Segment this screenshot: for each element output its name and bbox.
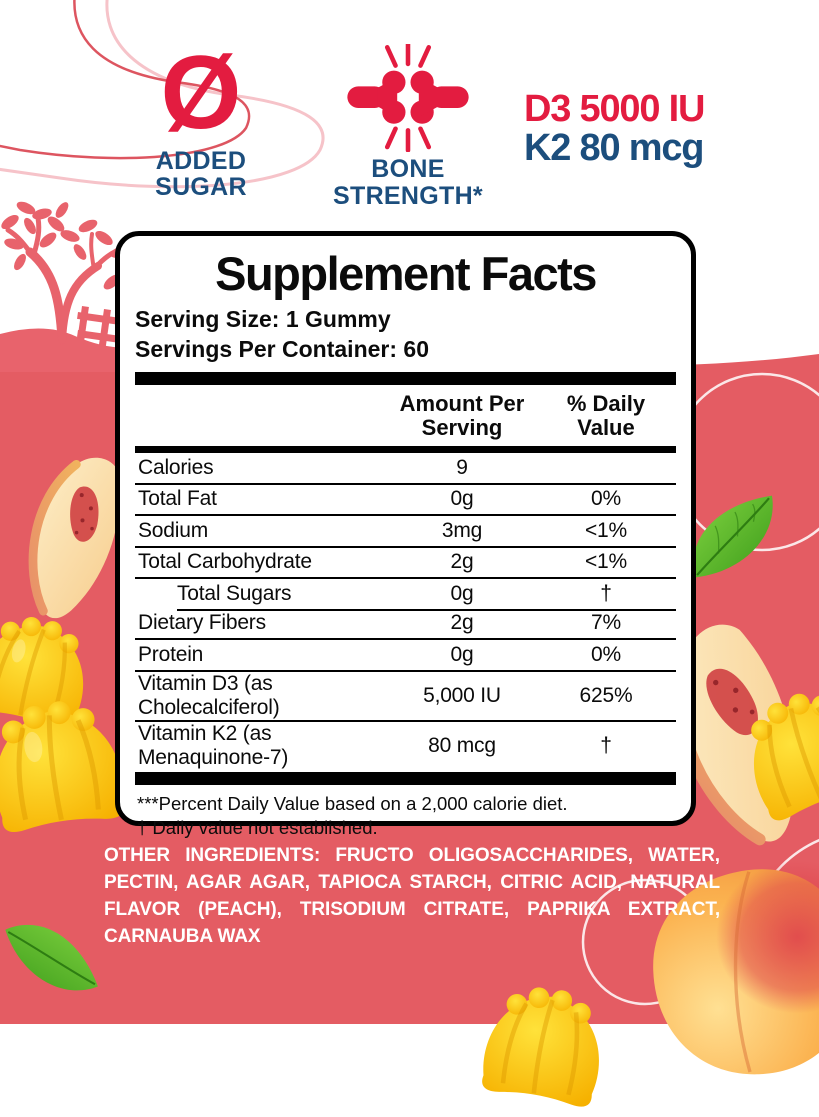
divider-thick (135, 371, 676, 385)
column-header-daily-value: % Daily Value (566, 390, 646, 441)
servings-per-container: Servings Per Container: 60 (135, 335, 429, 362)
panel-title: Supplement Facts (215, 247, 597, 300)
fact-row-total-carbohydrate: Total Carbohydrate 2g <1% (135, 545, 676, 578)
zero-added-sugar-badge: Ø ADDED SUGAR (140, 35, 262, 202)
other-ingredients-text: FRUCTO OLIGOSACCHARIDES, WATER, PECTIN, … (104, 845, 720, 947)
k2-dosage-text: K2 80 mcg (524, 126, 704, 169)
fact-row-dietary-fibers: Dietary Fibers 2g 7% (135, 608, 676, 639)
fact-row-protein: Protein 0g 0% (135, 638, 676, 670)
fact-row-total-sugars: Total Sugars 0g † (135, 577, 676, 609)
gummy-image (0, 701, 124, 832)
bone-strength-badge: BONE STRENGTH* (322, 44, 494, 209)
serving-size: Serving Size: 1 Gummy (135, 306, 391, 332)
bone-strength-icon (347, 44, 469, 152)
fact-row-calories: Calories 9 (138, 455, 468, 479)
facts-header-row: Amount Per Serving % Daily Value (135, 385, 676, 446)
gummy-image (751, 693, 819, 821)
gummy-image (482, 987, 599, 1107)
divider-medium (135, 446, 676, 454)
other-ingredients-label: OTHER INGREDIENTS: (104, 845, 321, 866)
decorative-curves (0, 0, 325, 189)
added-sugar-label: ADDED SUGAR (155, 146, 247, 202)
supplement-facts-panel: Supplement Facts Serving Size: 1 Gummy S… (115, 231, 696, 838)
fact-row-total-fat: Total Fat 0g 0% (135, 482, 676, 515)
column-header-amount: Amount Per Serving (399, 390, 525, 441)
fact-row-vitamin-d3: Vitamin D3 (as Cholecalciferol) 5,000 IU… (135, 669, 676, 720)
leaf-image (692, 495, 773, 578)
d3-dosage-text: D3 5000 IU (524, 88, 705, 130)
footnotes: ***Percent Daily Value based on a 2,000 … (135, 785, 676, 842)
divider-thick (135, 771, 676, 785)
zero-added-sugar-icon: Ø (160, 35, 242, 151)
footnote-daily-value: ***Percent Daily Value based on a 2,000 … (137, 792, 568, 814)
dosage-claims: D3 5000 IU K2 80 mcg (524, 88, 705, 169)
footnote-dagger: † Daily value not established. (137, 817, 378, 839)
fact-row-sodium: Sodium 3mg <1% (135, 514, 676, 546)
fact-row-vitamin-k2: Vitamin K2 (as Menaquinone-7) 80 mcg † (135, 719, 676, 770)
other-ingredients: OTHER INGREDIENTS: FRUCTO OLIGOSACCHARID… (104, 843, 720, 951)
leaf-image (5, 925, 98, 991)
peach-slice-image (28, 457, 120, 619)
bone-strength-label: BONE STRENGTH* (333, 155, 483, 210)
whole-peach-image (653, 860, 819, 1075)
